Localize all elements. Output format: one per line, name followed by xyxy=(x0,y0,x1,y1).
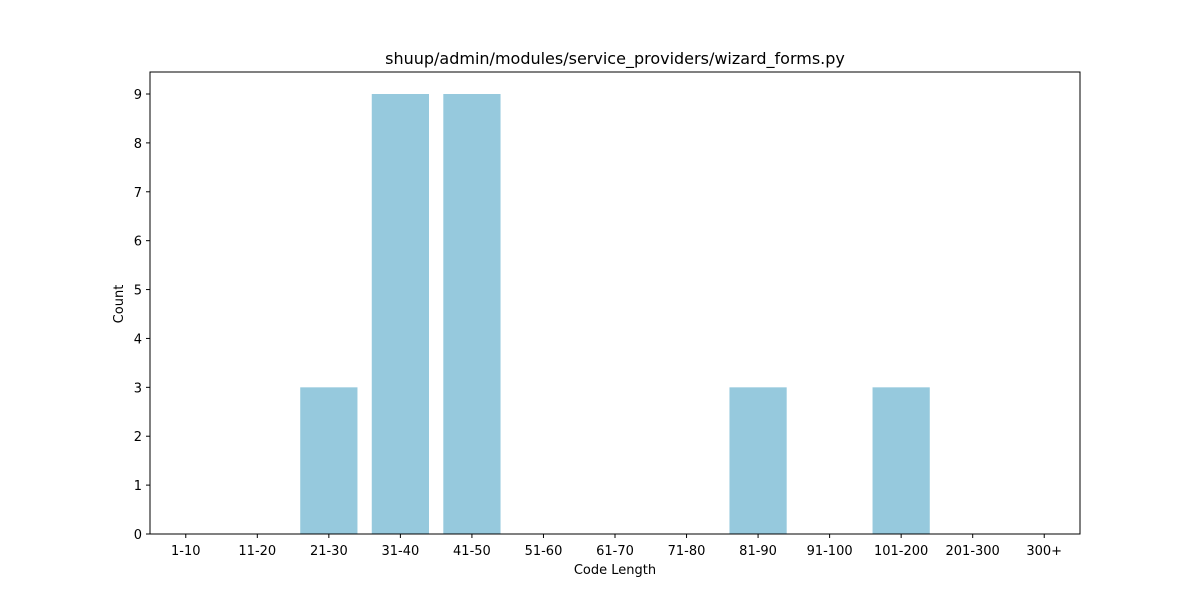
x-tick-label: 51-60 xyxy=(525,544,563,559)
x-tick-label: 11-20 xyxy=(238,544,276,559)
x-tick-label: 101-200 xyxy=(874,544,928,559)
y-tick-label: 2 xyxy=(134,430,142,445)
bar-31-40 xyxy=(371,94,429,534)
y-tick-label: 6 xyxy=(134,235,142,250)
bars-layer xyxy=(300,94,930,534)
x-tick-label: 71-80 xyxy=(668,544,706,559)
bar-21-30 xyxy=(300,387,358,534)
bar-101-200 xyxy=(872,387,930,534)
x-tick-label: 300+ xyxy=(1026,544,1062,559)
y-axis: 0 1 2 3 4 5 6 7 8 9 xyxy=(134,88,150,543)
y-tick-label: 3 xyxy=(134,381,142,396)
y-tick-label: 1 xyxy=(134,479,142,494)
x-tick-label: 201-300 xyxy=(946,544,1000,559)
chart-title: shuup/admin/modules/service_providers/wi… xyxy=(385,49,845,69)
x-tick-label: 21-30 xyxy=(310,544,348,559)
y-tick-label: 8 xyxy=(134,137,142,152)
x-tick-label: 81-90 xyxy=(739,544,777,559)
y-axis-label: Count xyxy=(112,285,127,324)
plot-frame xyxy=(149,71,1081,535)
x-tick-label: 61-70 xyxy=(596,544,634,559)
x-tick-label: 91-100 xyxy=(807,544,853,559)
bar-41-50 xyxy=(443,94,501,534)
bar-81-90 xyxy=(729,387,787,534)
x-tick-label: 1-10 xyxy=(171,544,201,559)
y-tick-label: 4 xyxy=(134,332,142,347)
x-tick-label: 41-50 xyxy=(453,544,491,559)
x-axis: 1-10 11-20 21-30 31-40 41-50 51-60 61-70 71-80 8… xyxy=(171,534,1062,559)
x-tick-label: 31-40 xyxy=(381,544,419,559)
y-tick-label: 0 xyxy=(134,528,142,543)
x-axis-label: Code Length xyxy=(574,563,656,578)
y-tick-label: 5 xyxy=(134,284,142,299)
y-tick-label: 9 xyxy=(134,88,142,103)
y-tick-label: 7 xyxy=(134,186,142,201)
